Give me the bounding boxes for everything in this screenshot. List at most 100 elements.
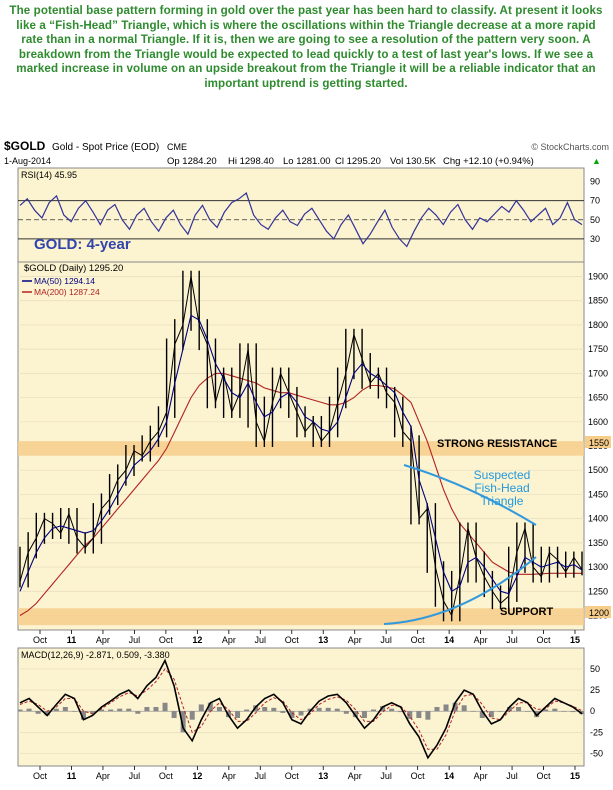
ma200-line	[19, 372, 582, 616]
macd-histogram-bar	[570, 711, 576, 713]
volume-value: Vol 130.5K	[390, 156, 437, 167]
macd-histogram-bar	[543, 709, 549, 712]
macd-histogram-bar	[298, 711, 304, 716]
x-tick-label: Oct	[537, 635, 552, 645]
macd-histogram-bar	[488, 711, 494, 718]
resistance-price-label: 1550	[589, 438, 609, 448]
macd-histogram-bar	[461, 705, 467, 712]
macd-histogram-bar	[207, 702, 213, 712]
legend-ma200: MA(200) 1287.24	[34, 287, 100, 297]
rsi-panel: RSI(14) 45.95 90 70 50 30	[17, 167, 600, 263]
triangle-upper-line	[403, 464, 537, 526]
macd-histogram-bar	[126, 708, 132, 712]
low-value: Lo 1281.00	[283, 156, 331, 167]
exchange-label: CME	[167, 142, 187, 152]
open-value: Op 1284.20	[167, 156, 217, 167]
macd-histogram-bar	[380, 706, 386, 712]
x-tick-label: Jul	[380, 771, 392, 781]
price-tick-label: 1800	[588, 320, 608, 330]
macd-histogram-bar	[35, 711, 41, 714]
macd-histogram-bar	[398, 711, 404, 713]
chart-title: GOLD: 4-year	[34, 236, 131, 253]
x-tick-label: Oct	[33, 771, 48, 781]
macd-histogram-bar	[343, 711, 349, 714]
x-tick-label: Apr	[474, 635, 488, 645]
rsi-tick-label: 30	[590, 234, 600, 244]
macd-panel: MACD(12,26,9) -2.871, 0.509, -3.380 50 25…	[17, 647, 603, 767]
macd-histogram-bar	[434, 707, 440, 712]
macd-histogram-bar	[525, 711, 531, 712]
macd-x-axis: Oct 11 Apr Jul Oct 12 Apr Jul Oct 13 Apr Jul Oct 14 Ap…	[33, 766, 580, 781]
x-tick-label: Apr	[96, 771, 110, 781]
change-value: Chg +12.10 (+0.94%)	[443, 156, 534, 167]
macd-histogram-bar	[189, 711, 195, 720]
x-tick-label: Jul	[255, 771, 267, 781]
price-tick-label: 1650	[588, 393, 608, 403]
price-tick-label: 1750	[588, 344, 608, 354]
macd-tick-label: 25	[590, 685, 600, 695]
macd-histogram-bar	[389, 708, 395, 712]
x-tick-label: Oct	[33, 635, 48, 645]
x-tick-label: Apr	[96, 635, 110, 645]
support-price-label: 1200	[589, 608, 609, 618]
rsi-tick-label: 90	[590, 177, 600, 187]
macd-histogram-bar	[144, 707, 150, 712]
x-tick-label: Oct	[159, 771, 174, 781]
annotation-support: SUPPORT	[500, 606, 553, 618]
macd-histogram-bar	[271, 707, 277, 712]
x-tick-label: 15	[570, 771, 580, 781]
x-tick-label: Jul	[506, 771, 518, 781]
ma50-line	[19, 314, 583, 595]
x-tick-label: 12	[192, 771, 202, 781]
macd-histogram-bar	[325, 707, 331, 712]
price-tick-label: 1400	[588, 514, 608, 524]
macd-tick-label: 50	[590, 664, 600, 674]
resistance-price-box	[585, 436, 611, 448]
x-tick-label: 12	[192, 635, 202, 645]
macd-histogram-bar	[235, 711, 241, 718]
macd-histogram-bar	[289, 711, 295, 718]
macd-line	[19, 658, 583, 760]
macd-histogram-bar	[416, 711, 422, 718]
macd-histogram-bar	[334, 708, 340, 712]
x-tick-label: Apr	[222, 771, 236, 781]
macd-histogram-bar	[371, 709, 377, 712]
x-tick-label: Apr	[474, 771, 488, 781]
macd-tick-label: -25	[590, 727, 603, 737]
date-label: 1-Aug-2014	[4, 156, 51, 166]
price-x-axis: Oct 11 Apr Jul Oct 12 Apr Jul Oct 13 Apr Jul Oct 14 Ap…	[33, 630, 580, 645]
macd-histogram-bar	[244, 709, 250, 712]
x-tick-label: 14	[444, 635, 454, 645]
macd-histogram-bar	[62, 707, 68, 712]
x-tick-label: Jul	[380, 635, 392, 645]
annotation-fish-head-1: Suspected	[474, 468, 531, 482]
x-tick-label: Oct	[411, 771, 426, 781]
x-tick-label: 13	[318, 771, 328, 781]
price-panel: 1900 1850 1800 1750 1700 1650 1600 1550 1500 1450…	[17, 236, 611, 631]
rsi-series-line	[19, 191, 583, 248]
x-tick-label: Apr	[222, 635, 236, 645]
macd-histogram-bar	[99, 709, 105, 712]
x-tick-label: Oct	[411, 635, 426, 645]
macd-histogram-bar	[470, 711, 476, 712]
rsi-label: RSI(14) 45.95	[21, 170, 77, 180]
x-tick-label: Apr	[348, 771, 362, 781]
price-tick-label: 1500	[588, 465, 608, 475]
price-tick-label: 1850	[588, 296, 608, 306]
close-value: Cl 1295.20	[335, 156, 381, 167]
macd-histogram-bar	[153, 707, 159, 712]
macd-histogram-bar	[497, 711, 503, 712]
x-tick-label: Apr	[348, 635, 362, 645]
rsi-tick-label: 70	[590, 196, 600, 206]
macd-histogram-bar	[216, 707, 222, 712]
legend-ma50: MA(50) 1294.14	[34, 276, 95, 286]
macd-histogram-bar	[552, 708, 558, 712]
macd-histogram-bar	[280, 711, 286, 713]
x-tick-label: Jul	[255, 635, 267, 645]
price-tick-label: 1700	[588, 368, 608, 378]
macd-histogram-bar	[561, 711, 567, 712]
x-tick-label: 15	[570, 635, 580, 645]
macd-histogram-bar	[307, 708, 313, 712]
rsi-panel-background	[17, 167, 585, 263]
